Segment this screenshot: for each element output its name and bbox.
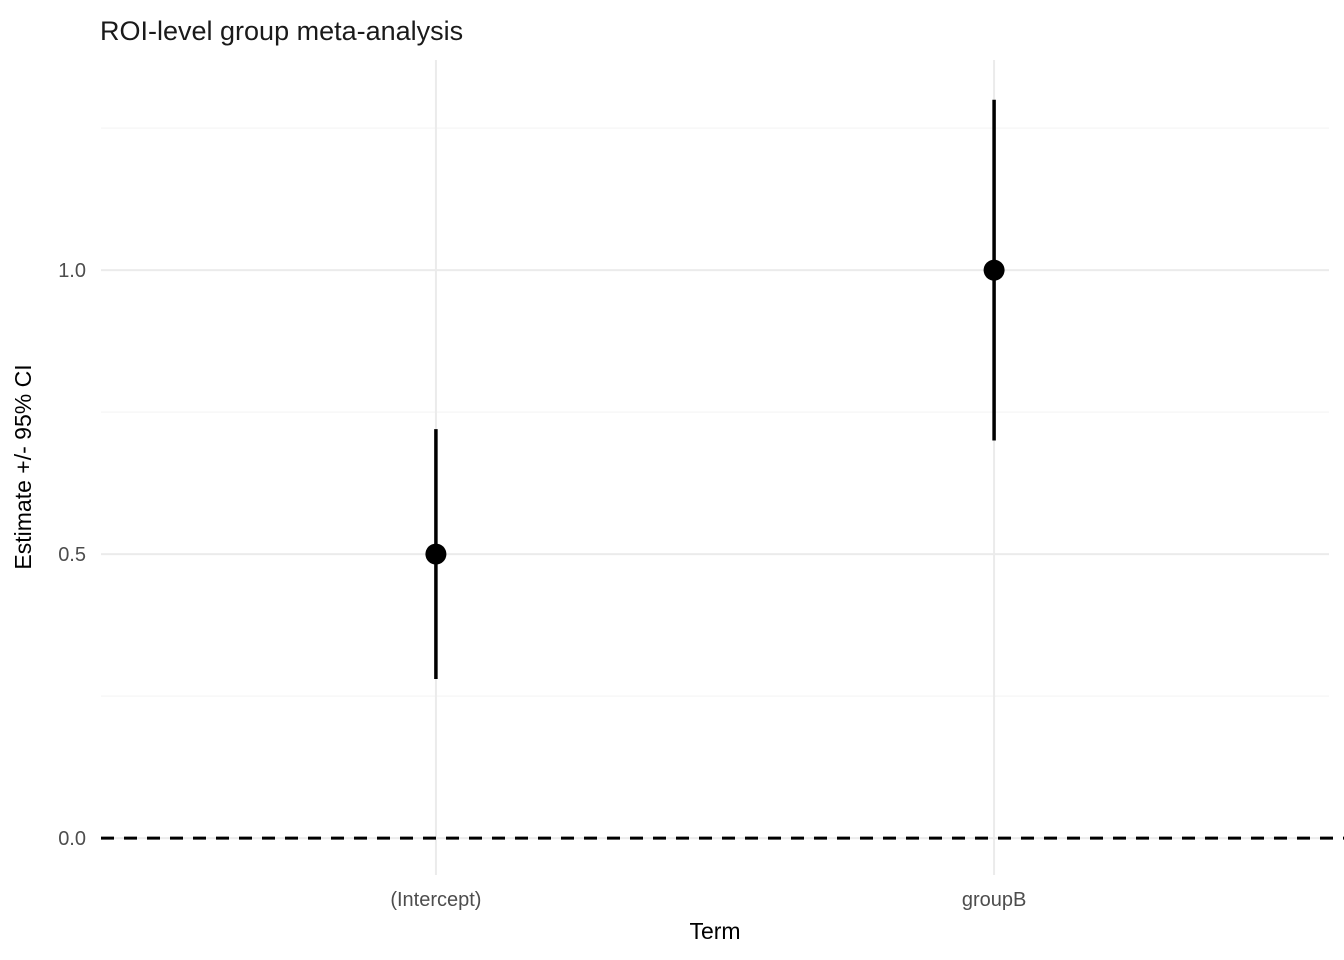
x-axis-title: Term [689, 918, 740, 944]
y-tick-labels: 0.0 0.5 1.0 [58, 260, 86, 850]
estimate-point [425, 543, 447, 565]
y-tick-label: 1.0 [58, 260, 86, 282]
y-tick-label: 0.0 [58, 828, 86, 850]
minor-grid-layer [101, 127, 1329, 697]
x-tick-label: groupB [962, 889, 1027, 911]
x-tick-labels: (Intercept) groupB [390, 889, 1026, 911]
data-layer [425, 99, 1005, 680]
plot-title: ROI-level group meta-analysis [100, 16, 463, 46]
y-axis-title: Estimate +/- 95% CI [10, 364, 36, 569]
y-tick-label: 0.5 [58, 544, 86, 566]
estimate-point [983, 259, 1005, 281]
x-tick-label: (Intercept) [390, 889, 481, 911]
